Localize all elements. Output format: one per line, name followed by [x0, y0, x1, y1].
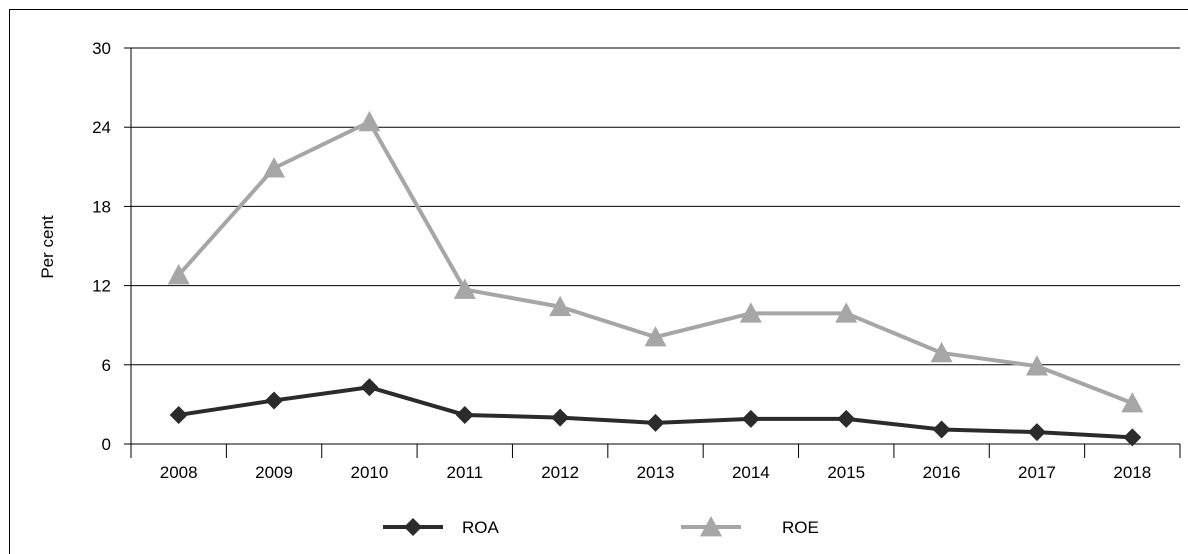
legend-label: ROA — [462, 518, 500, 537]
y-tick-label: 30 — [92, 39, 111, 58]
data-point-roe — [167, 264, 190, 285]
data-point-roe — [644, 326, 667, 347]
data-point-roe — [358, 110, 381, 132]
series-roa — [169, 378, 1142, 447]
legend-swatch-marker — [404, 518, 422, 536]
y-tick-labels: 0 6 12 18 24 30 — [92, 39, 111, 454]
x-tick-label: 2009 — [255, 463, 293, 482]
series-lines — [167, 110, 1144, 447]
legend-label: ROE — [782, 518, 819, 537]
legend-swatch-marker — [700, 516, 722, 537]
y-tick-label: 12 — [92, 277, 111, 296]
y-tick-label: 24 — [92, 118, 111, 137]
gridlines — [131, 47, 1180, 366]
data-point-roe — [739, 302, 762, 323]
data-point-roa — [1027, 423, 1046, 442]
data-point-roe — [835, 302, 858, 323]
data-point-roa — [741, 409, 760, 428]
x-tick-label: 2011 — [446, 463, 483, 482]
data-point-roa — [646, 413, 665, 432]
x-tick-label: 2013 — [637, 463, 675, 482]
axes — [124, 47, 1181, 458]
x-tick-label: 2014 — [732, 463, 770, 482]
x-tick-label: 2010 — [350, 463, 388, 482]
data-point-roe — [1121, 392, 1144, 413]
chart-frame — [9, 9, 1188, 554]
data-point-roa — [360, 378, 379, 397]
x-tick-label: 2015 — [827, 463, 865, 482]
data-point-roa — [1123, 428, 1142, 447]
y-tick-label: 6 — [102, 356, 111, 375]
data-point-roe — [453, 278, 476, 299]
series-roe — [167, 110, 1144, 413]
data-point-roa — [265, 391, 284, 410]
data-point-roe — [263, 157, 286, 178]
x-tick-label: 2008 — [160, 463, 198, 482]
data-point-roa — [169, 405, 188, 424]
data-point-roe — [1025, 355, 1048, 376]
data-point-roa — [837, 409, 856, 428]
data-point-roa — [455, 405, 474, 424]
data-point-roa — [551, 408, 570, 427]
y-tick-label: 0 — [102, 435, 111, 454]
data-point-roe — [549, 295, 572, 317]
x-tick-label: 2016 — [923, 463, 961, 482]
legend-item-roa: ROA — [383, 518, 500, 537]
x-tick-label: 2017 — [1018, 463, 1056, 482]
legend: ROA ROE — [383, 516, 819, 537]
x-tick-label: 2018 — [1113, 463, 1151, 482]
series-line-roe — [177, 119, 1134, 405]
legend-item-roe: ROE — [681, 516, 819, 537]
x-tick-labels: 2008 2009 2010 2011 2012 2013 2014 2015 2016 2017… — [160, 463, 1151, 482]
data-point-roa — [932, 420, 951, 439]
x-tick-label: 2012 — [541, 463, 579, 482]
y-axis-title: Per cent — [38, 215, 57, 279]
y-tick-label: 18 — [92, 197, 111, 216]
data-point-roe — [930, 341, 953, 363]
